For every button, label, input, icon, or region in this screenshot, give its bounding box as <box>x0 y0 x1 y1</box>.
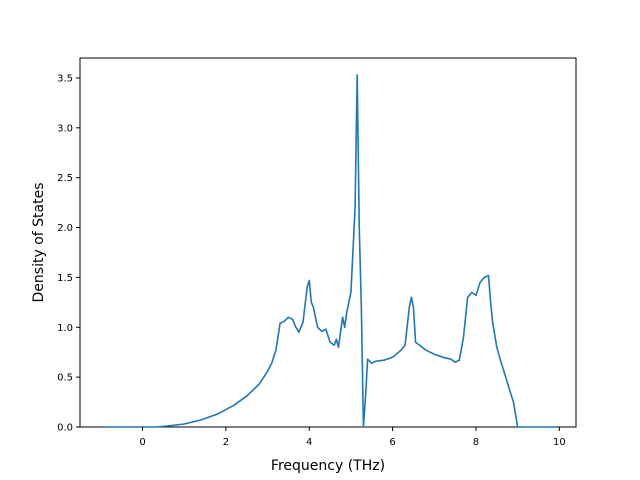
y-tick-label: 0.0 <box>57 423 73 434</box>
y-tick-label: 3.5 <box>57 73 73 84</box>
dos-series-line-0 <box>105 74 556 428</box>
x-axis: 0 2 4 6 8 10 <box>139 427 566 448</box>
y-tick-label: 1.5 <box>57 273 73 284</box>
x-tick-label: 0 <box>139 437 145 448</box>
plot-area <box>79 57 577 428</box>
x-tick-label: 6 <box>389 437 395 448</box>
y-tick-label: 2.5 <box>57 173 73 184</box>
y-tick-label: 3.0 <box>57 123 73 134</box>
y-tick-label: 0.5 <box>57 373 73 384</box>
y-tick-label: 2.0 <box>57 223 73 234</box>
x-tick-label: 10 <box>553 437 566 448</box>
y-axis-label: Density of States <box>31 183 47 303</box>
y-axis: 0.0 0.5 1.0 1.5 2.0 2.5 3.0 3.5 <box>57 73 80 434</box>
x-tick-label: 8 <box>473 437 479 448</box>
x-tick-label: 4 <box>306 437 312 448</box>
series-layer <box>105 74 556 428</box>
x-tick-label: 2 <box>223 437 229 448</box>
x-axis-label: Frequency (THz) <box>271 458 385 474</box>
plot-frame <box>79 57 577 428</box>
y-tick-label: 1.0 <box>57 323 73 334</box>
